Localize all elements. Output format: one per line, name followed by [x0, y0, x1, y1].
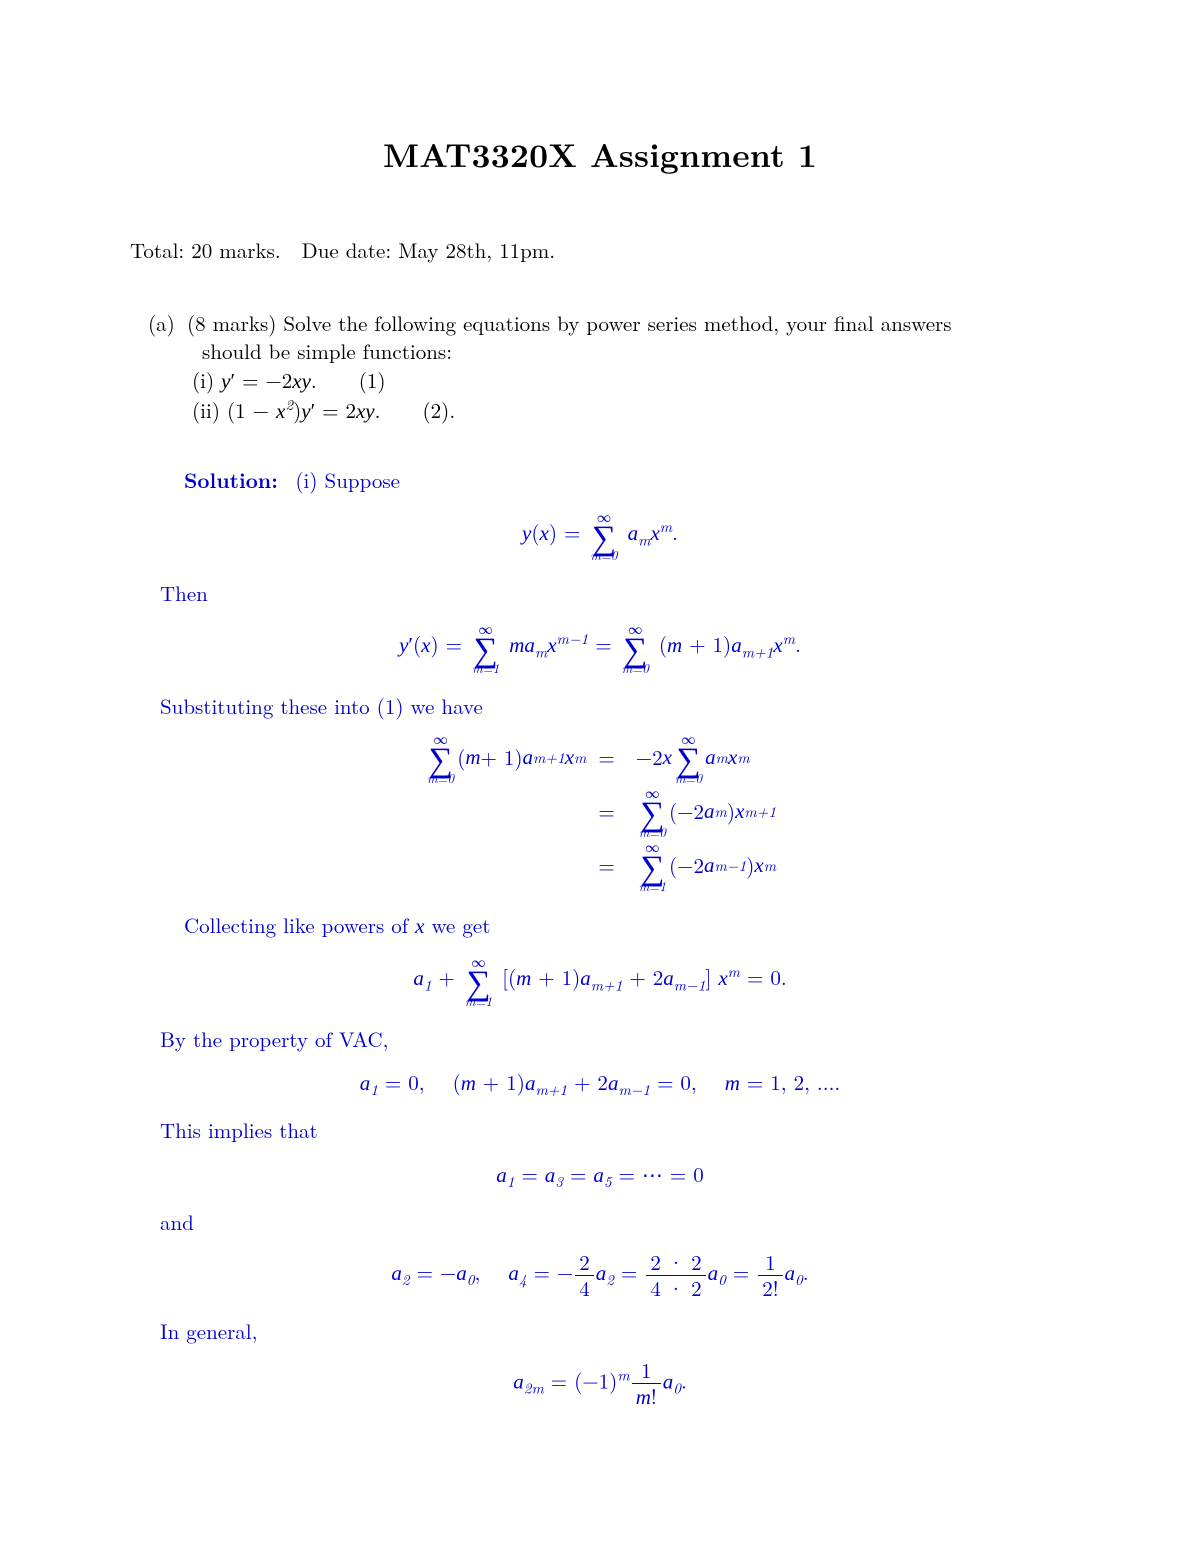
vac-line: By the property of VAC, [160, 1025, 1070, 1054]
then-line: Then [160, 579, 1070, 608]
equation-general: a2m = (−1)m1m!a0. [130, 1360, 1070, 1408]
problem-item-i: (i) y′ = −2xy. (1) [192, 366, 1070, 396]
meta-line: Total: 20 marks. Due date: May 28th, 11p… [130, 235, 1070, 265]
problem-a: (a) (8 marks) Solve the following equati… [148, 309, 1070, 426]
equation-even-coeffs: a2 = −a0, a4 = −24a2 = 2 · 24 · 2a0 = 12… [130, 1252, 1070, 1299]
problem-label: (a) [148, 309, 180, 337]
equation-yprime: y′(x) = ∞∑m=1 mamxm−1 = ∞∑m=0 (m + 1)am+… [130, 622, 1070, 673]
solution-label: Solution: [184, 465, 278, 495]
document-page: MAT3320X Assignment 1 Total: 20 marks. D… [0, 0, 1200, 1553]
implies-line: This implies that [160, 1116, 1070, 1145]
problem-text-line1: (8 marks) Solve the following equations … [187, 308, 952, 338]
equation-align-block: ∞∑m=0 (m + 1)am+1xm = −2x ∞∑m=0 amxm = ∞… [130, 731, 1070, 893]
solution-block: Solution: (i) Suppose y(x) = ∞∑m=0 amxm.… [130, 466, 1070, 1407]
equation-odd-zero: a1 = a3 = a5 = ⋯ = 0 [130, 1160, 1070, 1190]
and-line: and [160, 1208, 1070, 1237]
page-title: MAT3320X Assignment 1 [130, 130, 1070, 177]
collect-line: Collecting like powers of x we get [184, 911, 1070, 941]
equation-y: y(x) = ∞∑m=0 amxm. [130, 510, 1070, 561]
problem-text-line2: should be simple functions: [202, 337, 1070, 365]
equation-collected: a1 + ∞∑m=1 [(m + 1)am+1 + 2am−1] xm = 0. [130, 955, 1070, 1006]
subst-line: Substituting these into (1) we have [160, 692, 1070, 721]
problem-item-ii: (ii) (1 − x2)y′ = 2xy. (2). [192, 396, 1070, 426]
general-line: In general, [160, 1317, 1070, 1346]
solution-intro: (i) Suppose [295, 465, 400, 495]
equation-vac: a1 = 0, (m + 1)am+1 + 2am−1 = 0, m = 1, … [130, 1068, 1070, 1098]
